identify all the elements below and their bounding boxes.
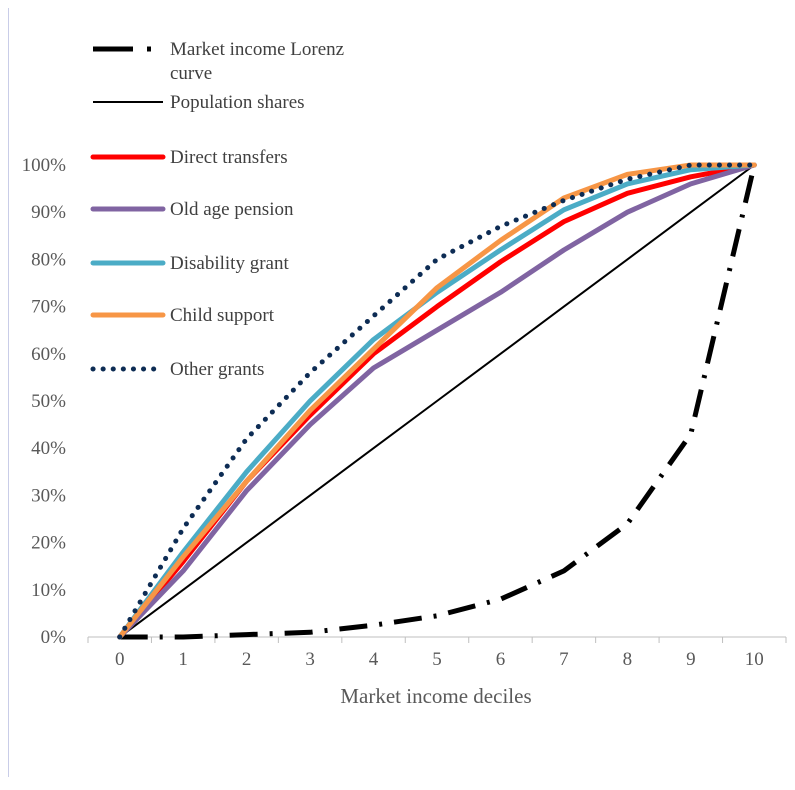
x-tick-label: 10	[745, 649, 764, 670]
x-tick-label: 5	[432, 649, 442, 670]
y-tick-label: 100%	[22, 155, 67, 176]
axes: 0 1 2 3 4 5 6 7 8 9 100%10%20%30%40%50%60%70%80%90…	[22, 155, 786, 670]
legend-label: Disability grant	[170, 253, 289, 274]
y-tick-label: 20%	[31, 533, 66, 554]
x-tick-label: 6	[496, 649, 506, 670]
x-tick-label: 2	[242, 649, 252, 670]
x-tick-label: 1	[178, 649, 188, 670]
series-layer	[120, 165, 755, 637]
x-tick-label: 9	[686, 649, 696, 670]
x-tick-label: 8	[623, 649, 633, 670]
y-tick-label: 40%	[31, 438, 66, 459]
y-tick-label: 0%	[41, 627, 67, 648]
legend-label: Other grants	[170, 359, 264, 380]
y-tick-label: 10%	[31, 580, 66, 601]
legend-label: Child support	[170, 305, 275, 326]
x-tick-label: 0	[115, 649, 125, 670]
legend-label-continued: curve	[170, 63, 212, 84]
y-tick-label: 60%	[31, 344, 66, 365]
x-tick-label: 7	[559, 649, 569, 670]
legend-label: Market income Lorenz	[170, 39, 344, 60]
x-tick-label: 4	[369, 649, 379, 670]
frame-border	[8, 8, 9, 777]
legend-label: Direct transfers	[170, 147, 288, 168]
y-tick-label: 90%	[31, 202, 66, 223]
y-tick-label: 30%	[31, 485, 66, 506]
y-tick-label: 50%	[31, 391, 66, 412]
x-tick-label: 3	[305, 649, 315, 670]
y-tick-label: 80%	[31, 249, 66, 270]
x-axis-title: Market income deciles	[340, 684, 531, 708]
y-tick-label: 70%	[31, 297, 66, 318]
series-population-shares-line	[120, 165, 755, 637]
legend: Market income Lorenz curve Population shar…	[93, 39, 344, 380]
legend-label: Population shares	[170, 92, 305, 113]
legend-label: Old age pension	[170, 199, 294, 220]
